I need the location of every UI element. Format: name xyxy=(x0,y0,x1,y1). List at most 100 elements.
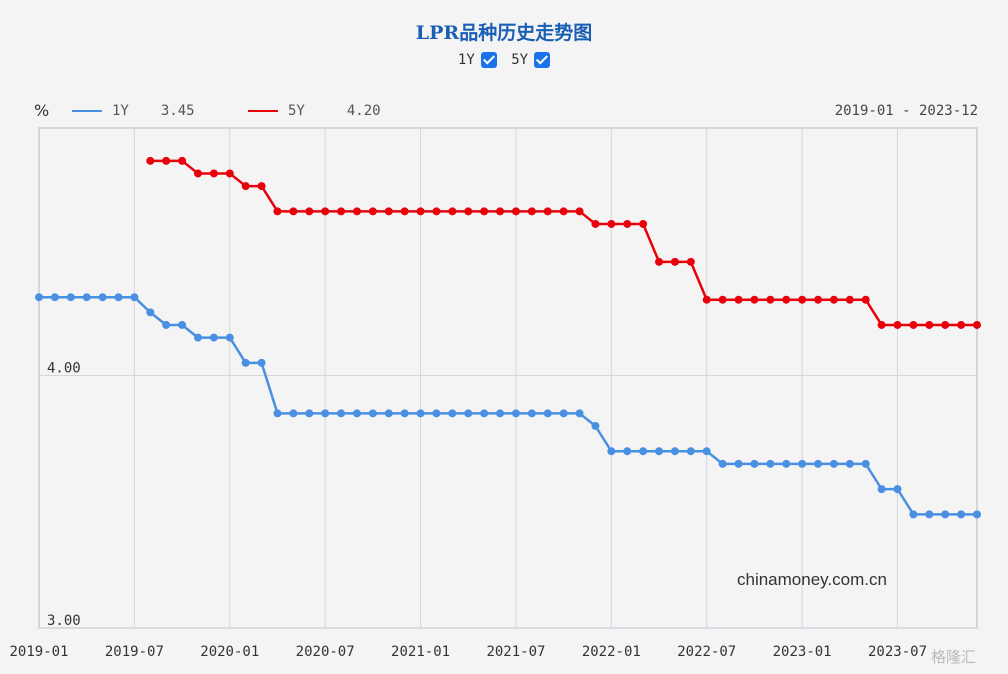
checkbox-1y-icon[interactable] xyxy=(480,52,497,68)
data-point-5y xyxy=(464,207,473,216)
data-point-5y xyxy=(670,257,679,266)
data-point-1y xyxy=(639,447,648,456)
data-point-1y xyxy=(464,409,473,418)
data-point-1y xyxy=(750,459,759,468)
toggle-5y[interactable]: 5Y xyxy=(511,52,551,68)
data-point-5y xyxy=(400,207,409,216)
data-point-1y xyxy=(591,421,600,430)
legend-5y-swatch xyxy=(248,110,278,112)
x-tick-label: 2019-07 xyxy=(105,644,164,660)
toggle-1y-label: 1Y xyxy=(457,52,475,68)
data-point-1y xyxy=(352,409,361,418)
data-point-1y xyxy=(718,459,727,468)
legend-5y-value: 4.20 xyxy=(346,103,381,119)
x-tick-label: 2020-07 xyxy=(296,644,355,660)
date-range: 2019-01 - 2023-12 xyxy=(834,103,978,119)
data-point-1y xyxy=(814,459,823,468)
checkbox-5y-icon[interactable] xyxy=(534,52,551,68)
toggle-1y[interactable]: 1Y xyxy=(458,52,497,68)
data-point-5y xyxy=(957,320,966,329)
data-point-1y xyxy=(845,459,854,468)
data-point-1y xyxy=(957,510,966,519)
series-toggles: 1Y 5Y xyxy=(0,52,1008,68)
data-point-5y xyxy=(559,207,568,216)
data-point-5y xyxy=(655,257,664,266)
plot-frame xyxy=(38,127,978,629)
data-point-1y xyxy=(146,308,155,317)
data-point-1y xyxy=(670,447,679,456)
data-point-1y xyxy=(973,510,981,519)
data-point-5y xyxy=(321,207,330,216)
data-point-1y xyxy=(496,409,505,418)
y-tick-label: 3.00 xyxy=(47,613,81,629)
data-point-5y xyxy=(861,295,870,304)
data-point-1y xyxy=(559,409,568,418)
data-point-5y xyxy=(702,295,711,304)
x-tick-label: 2019-01 xyxy=(9,644,68,660)
data-point-5y xyxy=(496,207,505,216)
data-point-1y xyxy=(798,459,807,468)
data-point-1y xyxy=(686,447,695,456)
data-point-5y xyxy=(178,156,187,165)
data-point-1y xyxy=(321,409,330,418)
data-point-1y xyxy=(50,293,59,302)
data-point-1y xyxy=(877,485,886,494)
data-point-1y xyxy=(511,409,520,418)
data-point-5y xyxy=(305,207,314,216)
chart-title: LPR品种历史走势图 xyxy=(415,22,593,44)
legend-5y-name: 5Y xyxy=(288,103,305,119)
data-point-1y xyxy=(575,409,584,418)
data-point-5y xyxy=(877,320,886,329)
data-point-1y xyxy=(178,320,187,329)
y-unit-label: % xyxy=(34,101,50,120)
data-point-1y xyxy=(480,409,489,418)
data-point-1y xyxy=(702,447,711,456)
data-point-5y xyxy=(209,169,218,178)
data-point-1y xyxy=(861,459,870,468)
data-point-5y xyxy=(193,169,202,178)
data-point-5y xyxy=(734,295,743,304)
data-point-1y xyxy=(305,409,314,418)
data-point-5y xyxy=(543,207,552,216)
data-point-1y xyxy=(527,409,536,418)
chart-grid: 2019-01 2019-07 2020-01 2020-07 2021-01 2021-… xyxy=(9,127,978,660)
legend-1y: 1Y 3.45 xyxy=(72,103,195,119)
data-point-1y xyxy=(893,485,902,494)
data-point-1y xyxy=(162,320,171,329)
data-point-5y xyxy=(448,207,457,216)
data-point-1y xyxy=(734,459,743,468)
toggle-5y-label: 5Y xyxy=(511,52,529,68)
data-point-5y xyxy=(352,207,361,216)
data-point-5y xyxy=(814,295,823,304)
data-point-5y xyxy=(909,320,918,329)
data-point-1y xyxy=(623,447,632,456)
data-point-1y xyxy=(257,358,266,367)
data-point-5y xyxy=(575,207,584,216)
data-point-1y xyxy=(241,358,250,367)
data-point-1y xyxy=(98,293,107,302)
data-point-5y xyxy=(416,207,425,216)
data-point-5y xyxy=(511,207,520,216)
data-point-1y xyxy=(448,409,457,418)
data-point-1y xyxy=(400,409,409,418)
data-point-1y xyxy=(384,409,393,418)
data-point-5y xyxy=(241,182,250,191)
series-line-1y xyxy=(39,295,977,516)
data-point-5y xyxy=(766,295,775,304)
data-point-1y xyxy=(289,409,298,418)
data-point-1y xyxy=(66,293,75,302)
data-point-5y xyxy=(607,219,616,228)
data-point-5y xyxy=(750,295,759,304)
data-point-5y xyxy=(480,207,489,216)
data-point-1y xyxy=(925,510,934,519)
x-tick-label: 2022-01 xyxy=(582,644,641,660)
data-point-5y xyxy=(368,207,377,216)
source-label: chinamoney.com.cn xyxy=(737,570,887,589)
data-point-1y xyxy=(273,409,282,418)
data-point-5y xyxy=(639,219,648,228)
legend-1y-value: 3.45 xyxy=(160,103,195,119)
x-tick-label: 2022-07 xyxy=(677,644,736,660)
x-tick-label: 2023-01 xyxy=(773,644,832,660)
data-point-5y xyxy=(941,320,950,329)
